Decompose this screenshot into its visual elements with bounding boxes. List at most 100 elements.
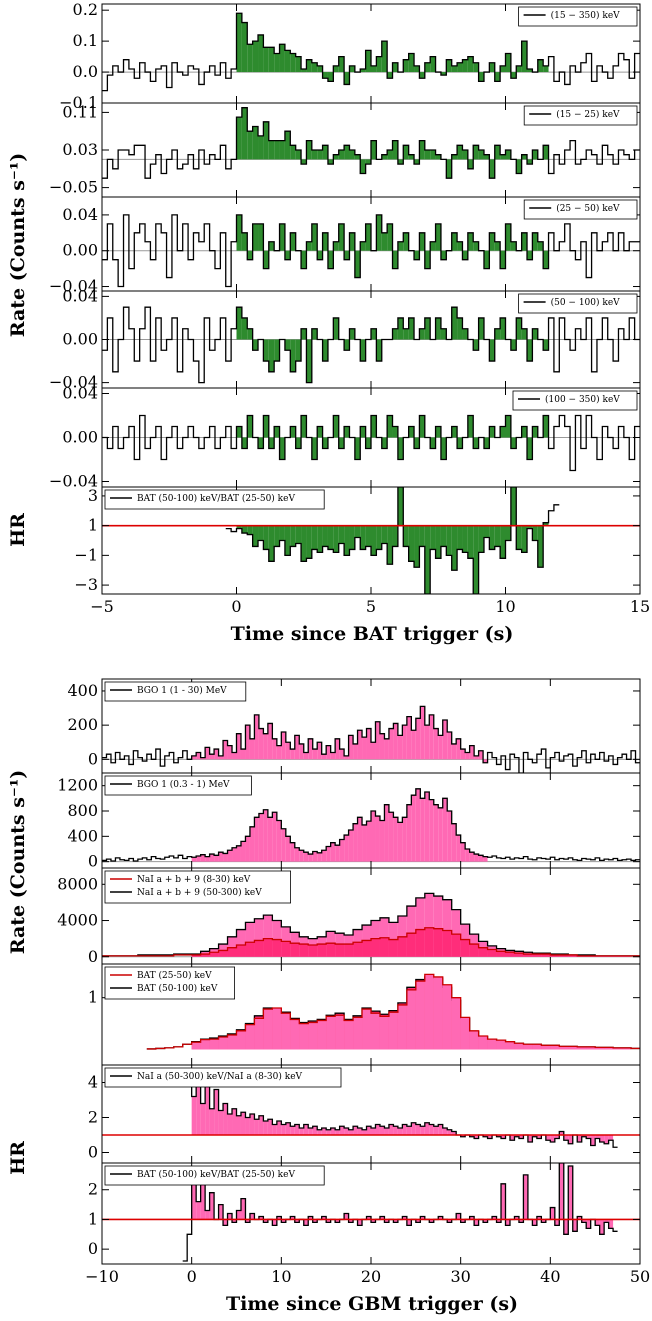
bar-8-1-47: [568, 954, 578, 957]
bar-8-0-10: [236, 929, 246, 957]
bar-0-0-25: [236, 13, 242, 73]
legend-label: BAT (50-100) keV/BAT (25-50) keV: [137, 493, 295, 504]
panel-10: 0 2 4 NaI a (50-300) keV/NaI a (8-30) keV: [88, 1064, 641, 1164]
bar-7-0-81: [465, 849, 470, 862]
bar-10-0-16: [258, 1115, 264, 1135]
bar-8-1-36: [469, 944, 479, 957]
bar-5-0-30: [387, 525, 393, 565]
bar-8-1-31: [424, 927, 434, 957]
bar-5-0-21: [338, 525, 345, 544]
bar-5-0-15: [306, 525, 312, 559]
bar-7-0-66: [397, 822, 403, 862]
bar-8-0-30: [415, 897, 425, 957]
bar-10-0-37: [353, 1126, 358, 1135]
bar-1-0-30: [263, 121, 269, 160]
bar-10-0-6: [214, 1089, 219, 1135]
bar-6-0-66: [397, 735, 403, 760]
legend-box: [523, 199, 638, 220]
bar-6-0-40: [281, 731, 286, 760]
bar-11-0-52: [415, 1219, 421, 1223]
bar-5-0-59: [543, 522, 549, 526]
bar-7-0-79: [456, 835, 461, 862]
bar-2-0-47: [354, 250, 361, 278]
bar-10-0-81: [550, 1135, 555, 1142]
ytick-label: 0.04: [62, 205, 98, 224]
bar-2-0-75: [505, 223, 511, 251]
bar-0-0-49: [365, 50, 371, 73]
bar-5-0-4: [247, 525, 253, 535]
bar-1-0-77: [516, 159, 522, 174]
bar-6-0-46: [308, 738, 313, 760]
ytick-label: 0.2: [73, 0, 98, 19]
bar-1-0-79: [527, 159, 533, 165]
bar-0-0-34: [284, 50, 291, 73]
bar-0-0-44: [338, 56, 345, 73]
bar-9-1-17: [299, 1023, 309, 1050]
bar-7-0-35: [258, 813, 264, 862]
bar-4-0-71: [483, 437, 490, 449]
bar-4-0-75: [505, 415, 511, 438]
bar-2-0-45: [344, 250, 350, 260]
bar-10-0-31: [326, 1129, 331, 1135]
bar-9-1-47: [568, 1046, 578, 1050]
bar-1-0-32: [274, 140, 280, 160]
bar-7-0-65: [393, 817, 398, 862]
bar-10-0-72: [509, 1135, 515, 1141]
bar-10-0-42: [375, 1124, 380, 1135]
bar-3-0-50: [371, 328, 377, 340]
ytick-label: 4: [88, 1073, 98, 1092]
bar-9-1-13: [263, 1009, 273, 1050]
bar-8-0-11: [245, 922, 255, 957]
bar-4-0-37: [301, 415, 307, 438]
bar-4-0-58: [414, 437, 420, 449]
bar-6-0-39: [276, 745, 282, 760]
bar-10-0-4: [205, 1082, 210, 1135]
bar-7-0-23: [205, 856, 210, 862]
bar-1-0-72: [489, 159, 495, 179]
ytick-label: 0: [88, 749, 98, 768]
bar-4-0-43: [333, 415, 339, 438]
bar-1-0-29: [258, 135, 264, 160]
bar-3-0-34: [284, 339, 291, 351]
bar-0-0-73: [494, 72, 501, 82]
bar-8-1-5: [191, 954, 201, 957]
bar-0-0-45: [344, 72, 350, 85]
bar-10-0-13: [245, 1117, 250, 1135]
ytick-label: 0.00: [62, 330, 98, 349]
bottom-xlabel: Time since GBM trigger (s): [226, 1293, 518, 1315]
legend-label: NaI a + b + 9 (8-30) keV: [137, 874, 251, 885]
bar-8-1-32: [433, 928, 443, 957]
bar-2-0-65: [451, 232, 458, 251]
bar-4-0-26: [241, 437, 248, 449]
bar-0-0-61: [430, 56, 436, 73]
bar-3-0-28: [252, 339, 259, 351]
bar-11-0-61: [456, 1213, 461, 1220]
bar-8-1-18: [308, 944, 318, 957]
bar-10-0-64: [474, 1135, 479, 1139]
bar-9-1-6: [200, 1039, 210, 1050]
bar-2-0-41: [322, 232, 328, 251]
bar-7-0-31: [240, 841, 246, 862]
bar-5-0-44: [462, 525, 468, 553]
bar-6-0-32: [245, 725, 250, 760]
bar-9-1-30: [415, 981, 425, 1050]
xtick-label: 0: [231, 597, 241, 616]
bar-0-0-79: [527, 68, 533, 73]
bar-6-0-77: [447, 731, 452, 760]
bar-8-1-22: [344, 944, 354, 957]
bar-6-0-71: [420, 706, 425, 760]
bar-7-0-63: [384, 804, 389, 862]
bar-9-1-10: [236, 1030, 246, 1050]
bar-6-0-59: [366, 728, 371, 760]
bar-10-0-39: [362, 1129, 367, 1135]
bar-8-1-40: [505, 952, 515, 957]
plot-area-7: [102, 788, 640, 863]
bar-11-0-55: [429, 1219, 434, 1223]
bar-7-0-80: [460, 842, 466, 862]
bar-7-0-28: [227, 850, 233, 862]
legend-4: (100 − 350) keV: [512, 390, 638, 411]
bar-10-0-76: [527, 1135, 533, 1142]
bar-2-0-43: [333, 241, 339, 251]
bar-6-0-52: [335, 738, 340, 760]
bar-6-0-38: [272, 738, 277, 760]
